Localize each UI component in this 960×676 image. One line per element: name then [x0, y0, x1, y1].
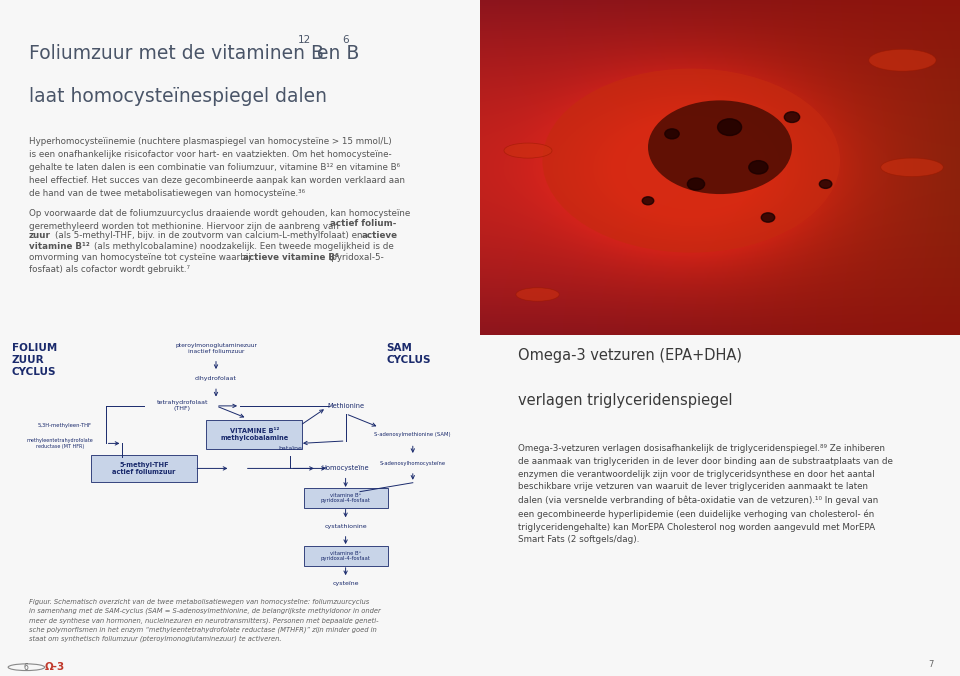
Text: Ω-3: Ω-3: [45, 662, 65, 672]
Text: en B: en B: [311, 43, 359, 62]
Circle shape: [784, 112, 800, 122]
Circle shape: [687, 178, 705, 190]
Text: 7: 7: [928, 660, 934, 669]
Text: omvorming van homocysteïne tot cysteïne waarbij: omvorming van homocysteïne tot cysteïne …: [29, 254, 251, 262]
Text: Hyperhomocysteïinemie (nuchtere plasmaspiegel van homocysteïne > 15 mmol/L)
is e: Hyperhomocysteïinemie (nuchtere plasmasp…: [29, 137, 405, 197]
FancyBboxPatch shape: [206, 420, 302, 449]
Text: vitamine B⁶
pyridoxal-4-fosfaat: vitamine B⁶ pyridoxal-4-fosfaat: [321, 550, 371, 561]
Text: vitamine B¹²: vitamine B¹²: [29, 242, 89, 251]
Text: zuur: zuur: [29, 231, 51, 239]
Text: cysteïne: cysteïne: [332, 581, 359, 586]
Text: tetrahydrofolaat
(THF): tetrahydrofolaat (THF): [156, 400, 208, 411]
Ellipse shape: [648, 100, 792, 194]
Text: Op voorwaarde dat de foliumzuurcyclus draaiende wordt gehouden, kan homocysteïne: Op voorwaarde dat de foliumzuurcyclus dr…: [29, 209, 410, 231]
FancyBboxPatch shape: [303, 546, 388, 566]
Text: (als 5-methyl-THF, bijv. in de zoutvorm van calcium-L-methylfolaat) en: (als 5-methyl-THF, bijv. in de zoutvorm …: [56, 231, 363, 239]
Text: 6: 6: [24, 662, 29, 672]
Circle shape: [642, 197, 654, 205]
Text: fosfaat) als cofactor wordt gebruikt.⁷: fosfaat) als cofactor wordt gebruikt.⁷: [29, 265, 190, 274]
Text: 5,3H-methyleen-THF: 5,3H-methyleen-THF: [37, 423, 92, 428]
Circle shape: [761, 213, 775, 222]
Text: (pyridoxal-5-: (pyridoxal-5-: [328, 254, 384, 262]
Text: Figuur. Schematisch overzicht van de twee metabolisatiewegen van homocysteïne: f: Figuur. Schematisch overzicht van de twe…: [29, 599, 380, 642]
Ellipse shape: [869, 49, 936, 71]
Text: S-adenosylmethionine (SAM): S-adenosylmethionine (SAM): [374, 432, 451, 437]
Text: actieve: actieve: [362, 231, 398, 239]
Text: actief folium-: actief folium-: [330, 219, 396, 228]
Ellipse shape: [516, 288, 559, 301]
Text: SAM
CYCLUS: SAM CYCLUS: [386, 343, 431, 365]
Text: 5-methyl-THF
actief foliumzuur: 5-methyl-THF actief foliumzuur: [112, 462, 176, 475]
Text: Omega-3 vetzuren (EPA+DHA): Omega-3 vetzuren (EPA+DHA): [518, 348, 742, 363]
Ellipse shape: [881, 158, 943, 176]
Text: FOLIUM
ZUUR
CYCLUS: FOLIUM ZUUR CYCLUS: [12, 343, 58, 377]
Text: Methionine: Methionine: [327, 403, 364, 409]
Text: vitamine B⁶
pyridoxal-4-fosfaat: vitamine B⁶ pyridoxal-4-fosfaat: [321, 493, 371, 504]
Ellipse shape: [542, 68, 840, 253]
Text: laat homocysteïnespiegel dalen: laat homocysteïnespiegel dalen: [29, 87, 326, 106]
FancyBboxPatch shape: [303, 488, 388, 508]
Text: Omega-3-vetzuren verlagen dosisafhankelijk de triglyceridenspiegel.⁸⁹ Ze inhiber: Omega-3-vetzuren verlagen dosisafhankeli…: [518, 444, 893, 544]
Text: actieve vitamine B⁶: actieve vitamine B⁶: [243, 254, 339, 262]
Text: S-adenosylhomocysteïne: S-adenosylhomocysteïne: [380, 460, 445, 466]
Circle shape: [718, 119, 741, 135]
Text: cystathionine: cystathionine: [324, 524, 367, 529]
Text: (als methylcobalamine) noodzakelijk. Een tweede mogelijkheid is de: (als methylcobalamine) noodzakelijk. Een…: [94, 242, 394, 251]
Text: pteroylmonoglutaminezuur
inactief foliumzuur: pteroylmonoglutaminezuur inactief folium…: [175, 343, 257, 354]
Circle shape: [664, 129, 680, 139]
Text: Homocysteïne: Homocysteïne: [322, 465, 370, 471]
Text: dihydrofolaat: dihydrofolaat: [195, 376, 237, 381]
Text: methyleentetrahydrofolate
reductase (MT HFR): methyleentetrahydrofolate reductase (MT …: [27, 438, 93, 449]
Text: Foliumzuur met de vitaminen B: Foliumzuur met de vitaminen B: [29, 43, 324, 62]
FancyBboxPatch shape: [91, 455, 197, 482]
Circle shape: [819, 180, 831, 189]
Text: verlagen triglyceridenspiegel: verlagen triglyceridenspiegel: [518, 393, 732, 408]
Ellipse shape: [504, 143, 552, 158]
Text: 6: 6: [342, 35, 348, 45]
Text: 12: 12: [298, 35, 311, 45]
Text: VITAMINE B¹²
methylcobalamine: VITAMINE B¹² methylcobalamine: [220, 428, 289, 441]
Text: bataïne: bataïne: [278, 446, 302, 452]
Circle shape: [749, 161, 768, 174]
